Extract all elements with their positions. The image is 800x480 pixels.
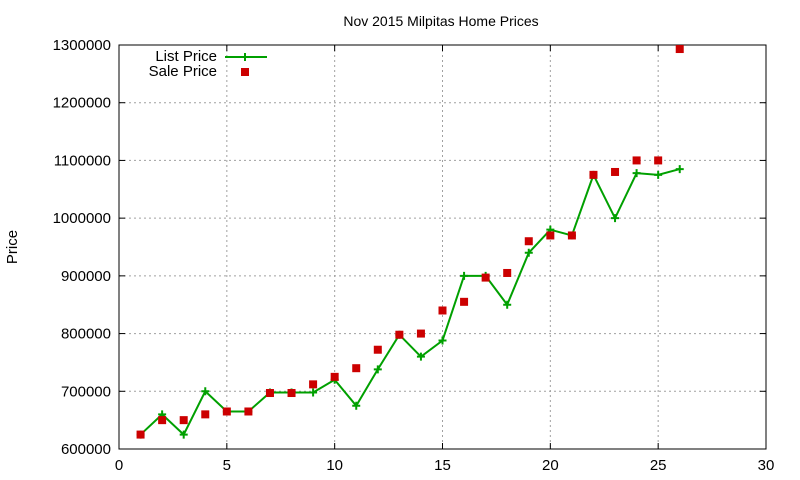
point-list-price bbox=[524, 248, 533, 257]
point-sale-price bbox=[287, 389, 296, 398]
x-tick-label: 20 bbox=[542, 457, 559, 474]
point-list-price bbox=[416, 352, 425, 361]
y-tick-label: 900000 bbox=[61, 268, 111, 285]
point-sale-price bbox=[244, 407, 253, 416]
point-sale-price bbox=[589, 170, 598, 179]
point-sale-price bbox=[524, 237, 533, 246]
y-tick-label: 1000000 bbox=[53, 210, 111, 227]
point-sale-price bbox=[352, 364, 361, 373]
point-list-price bbox=[611, 214, 620, 223]
point-sale-price bbox=[158, 416, 167, 425]
point-sale-price bbox=[611, 167, 620, 176]
point-sale-price bbox=[222, 407, 231, 416]
legend-marker-sale-price bbox=[241, 68, 249, 76]
y-tick-labels: 600000 700000 800000 900000 1000000 1100000 12… bbox=[53, 37, 111, 458]
point-list-price bbox=[352, 401, 361, 410]
point-sale-price bbox=[136, 430, 145, 439]
point-list-price bbox=[201, 387, 210, 396]
point-list-price bbox=[503, 300, 512, 309]
point-sale-price bbox=[179, 416, 188, 425]
legend-label-list-price: List Price bbox=[155, 48, 217, 65]
point-list-price bbox=[654, 170, 663, 179]
point-sale-price bbox=[675, 45, 684, 54]
x-tick-label: 0 bbox=[115, 457, 123, 474]
point-list-price bbox=[309, 388, 318, 397]
series-layer bbox=[136, 45, 684, 439]
legend-marker-list-price bbox=[237, 53, 246, 61]
point-sale-price bbox=[503, 268, 512, 277]
x-tick-label: 30 bbox=[758, 457, 775, 474]
y-tick-label: 1100000 bbox=[54, 152, 111, 169]
series-line-list-price bbox=[139, 168, 680, 437]
x-tick-label: 25 bbox=[650, 457, 667, 474]
y-tick-label: 600000 bbox=[61, 441, 111, 458]
x-tick-label: 5 bbox=[223, 457, 231, 474]
point-sale-price bbox=[395, 330, 404, 339]
y-tick-label: 1200000 bbox=[53, 95, 111, 112]
point-sale-price bbox=[265, 389, 274, 398]
point-sale-price bbox=[546, 231, 555, 240]
point-list-price bbox=[179, 430, 188, 439]
x-tick-labels: 0 5 10 15 20 25 30 bbox=[115, 457, 775, 474]
point-sale-price bbox=[373, 345, 382, 354]
point-list-price bbox=[675, 165, 684, 174]
y-tick-label: 1300000 bbox=[53, 37, 111, 54]
point-sale-price bbox=[201, 410, 210, 419]
point-sale-price bbox=[460, 297, 469, 306]
point-sale-price bbox=[654, 156, 663, 165]
point-sale-price bbox=[330, 372, 339, 381]
x-tick-label: 15 bbox=[434, 457, 451, 474]
point-sale-price bbox=[481, 273, 490, 282]
point-list-price bbox=[632, 169, 641, 178]
point-list-price bbox=[373, 365, 382, 374]
legend-label-sale-price: Sale Price bbox=[149, 63, 217, 80]
point-list-price bbox=[438, 336, 447, 345]
y-tick-label: 800000 bbox=[61, 326, 111, 343]
y-axis-label: Price bbox=[4, 230, 21, 264]
grid bbox=[119, 45, 766, 449]
point-list-price bbox=[460, 271, 469, 280]
point-sale-price bbox=[309, 380, 318, 389]
x-tick-label: 10 bbox=[326, 457, 343, 474]
point-sale-price bbox=[416, 329, 425, 338]
y-tick-label: 700000 bbox=[61, 383, 111, 400]
axis-ticks bbox=[118, 44, 767, 450]
point-sale-price bbox=[438, 306, 447, 315]
legend: List Price Sale Price bbox=[149, 48, 267, 80]
chart-title: Nov 2015 Milpitas Home Prices bbox=[343, 13, 538, 29]
point-sale-price bbox=[632, 156, 641, 165]
point-sale-price bbox=[567, 231, 576, 240]
